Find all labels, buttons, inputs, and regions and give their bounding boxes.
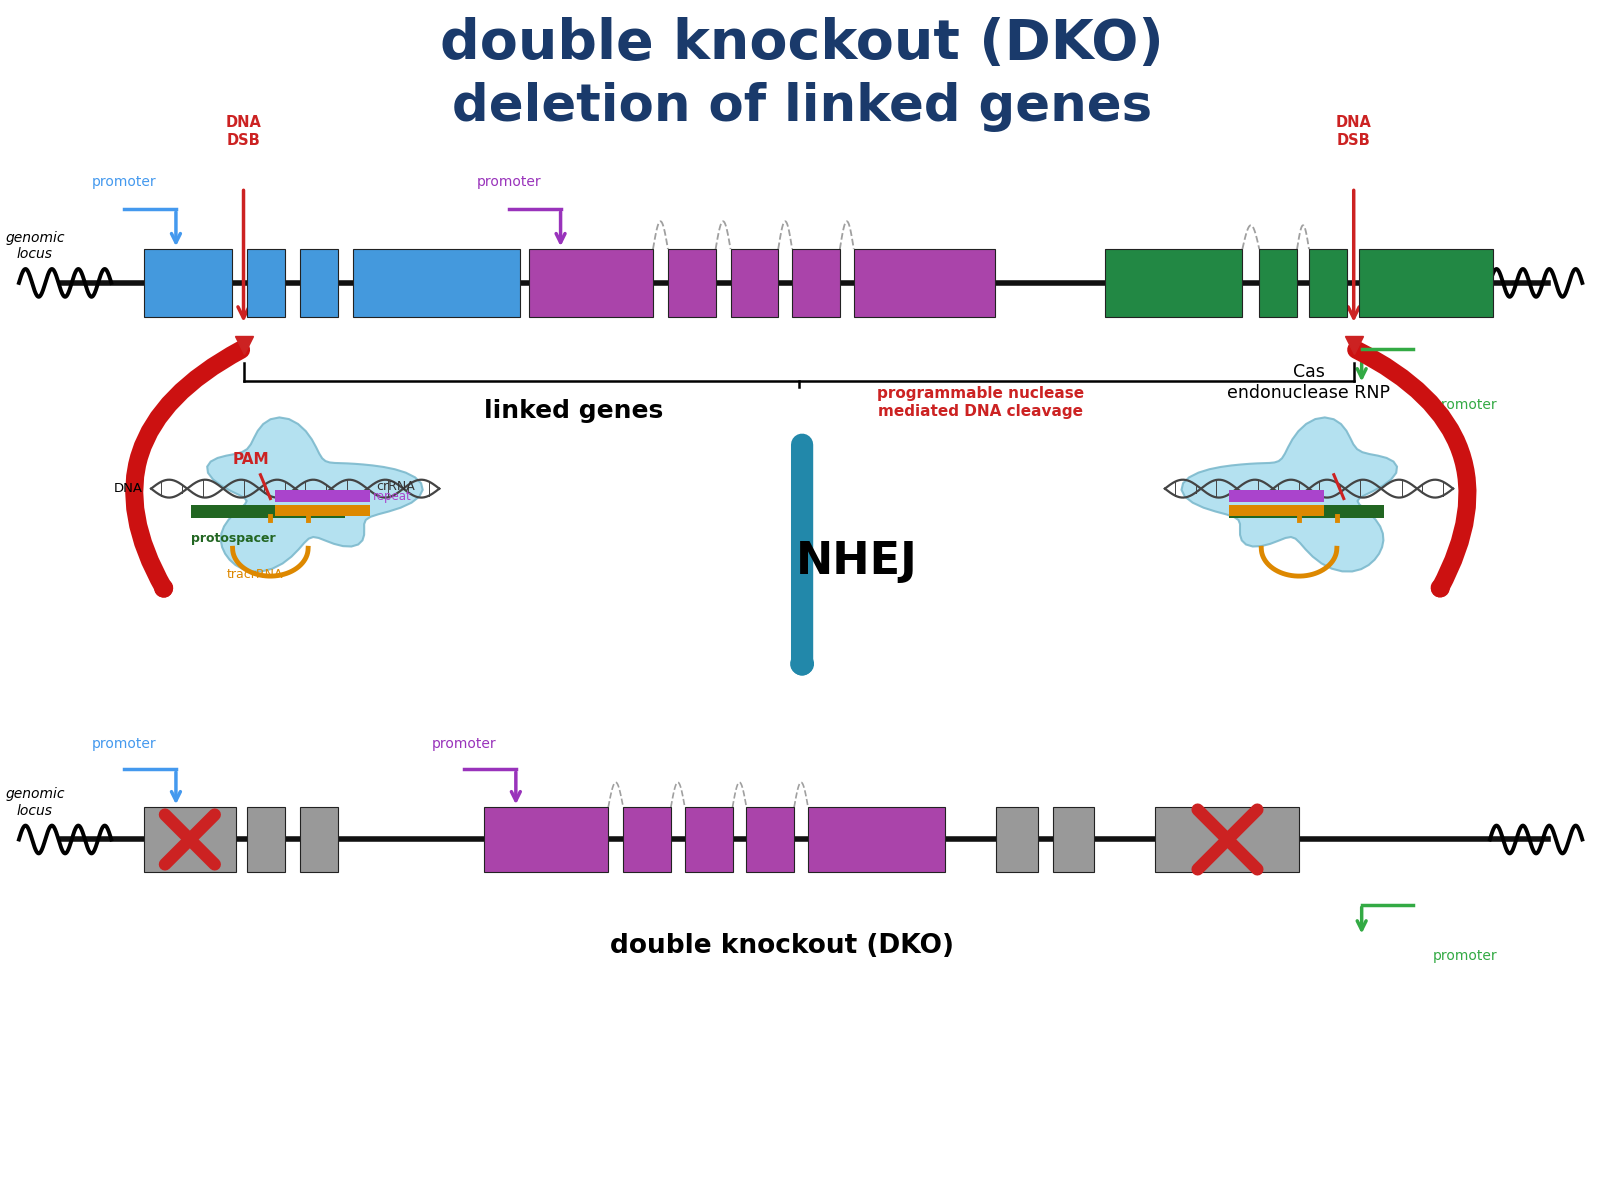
Bar xyxy=(528,249,653,317)
FancyArrowPatch shape xyxy=(1357,350,1467,588)
Bar xyxy=(301,808,338,872)
Text: tracrRNA: tracrRNA xyxy=(227,568,283,581)
Bar xyxy=(1106,249,1242,317)
Text: DNA
DSB: DNA DSB xyxy=(226,115,261,148)
Bar xyxy=(485,808,608,872)
Bar xyxy=(731,249,778,317)
Text: double knockout (DKO): double knockout (DKO) xyxy=(610,933,954,958)
Text: promoter: promoter xyxy=(91,737,157,751)
Bar xyxy=(144,808,235,872)
Text: linked genes: linked genes xyxy=(483,400,662,423)
Text: NHEJ: NHEJ xyxy=(795,540,918,582)
Bar xyxy=(995,808,1038,872)
Text: genomic
locus: genomic locus xyxy=(5,788,64,817)
Bar xyxy=(301,249,338,317)
Bar xyxy=(1155,808,1299,872)
Text: deletion of linked genes: deletion of linked genes xyxy=(453,82,1152,132)
Bar xyxy=(685,808,733,872)
Polygon shape xyxy=(1181,417,1397,572)
Bar xyxy=(1053,808,1094,872)
Text: protospacer: protospacer xyxy=(190,531,275,544)
Bar xyxy=(808,808,946,872)
Bar xyxy=(1229,490,1323,502)
Bar xyxy=(622,808,670,872)
Text: DNA
DSB: DNA DSB xyxy=(1336,115,1371,148)
Text: Cas
endonuclease RNP: Cas endonuclease RNP xyxy=(1227,363,1390,402)
Text: genomic
locus: genomic locus xyxy=(5,231,64,261)
Bar xyxy=(1229,504,1384,518)
Bar xyxy=(354,249,520,317)
Bar xyxy=(275,490,370,502)
Bar xyxy=(667,249,715,317)
Bar xyxy=(1229,504,1323,516)
Text: crRNA: crRNA xyxy=(376,480,416,493)
Text: DNA: DNA xyxy=(114,483,142,495)
Text: promoter: promoter xyxy=(1434,949,1498,963)
Bar xyxy=(854,249,995,317)
Text: promoter: promoter xyxy=(477,176,541,190)
Bar xyxy=(248,249,285,317)
Bar xyxy=(275,504,370,516)
Text: promoter: promoter xyxy=(1434,398,1498,413)
Polygon shape xyxy=(206,417,422,572)
Text: promoter: promoter xyxy=(432,737,496,751)
Bar xyxy=(1358,249,1493,317)
FancyArrowPatch shape xyxy=(134,350,242,588)
Bar xyxy=(1309,249,1347,317)
Bar xyxy=(792,249,840,317)
FancyArrowPatch shape xyxy=(802,445,803,664)
Bar xyxy=(747,808,794,872)
Text: double knockout (DKO): double knockout (DKO) xyxy=(440,18,1163,71)
Bar xyxy=(1259,249,1298,317)
Text: programmable nuclease
mediated DNA cleavage: programmable nuclease mediated DNA cleav… xyxy=(877,387,1085,419)
Bar xyxy=(248,808,285,872)
Text: PAM: PAM xyxy=(232,452,269,467)
Text: repeat: repeat xyxy=(373,490,411,503)
Bar xyxy=(144,249,232,317)
Bar xyxy=(190,504,346,518)
Text: promoter: promoter xyxy=(91,176,157,190)
